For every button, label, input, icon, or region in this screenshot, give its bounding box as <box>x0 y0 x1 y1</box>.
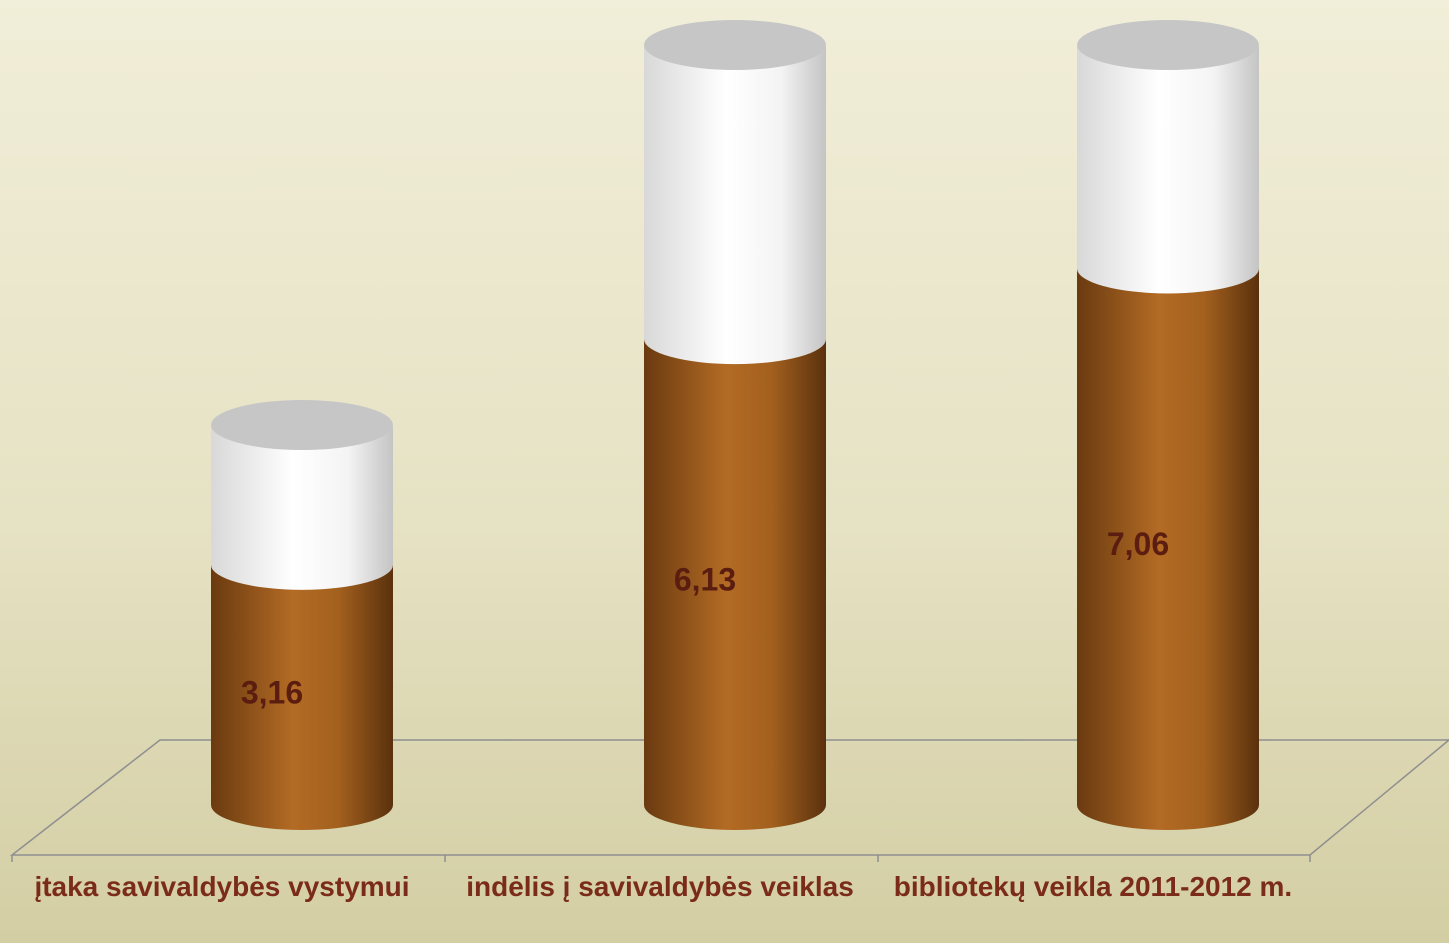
cylinder-segment <box>211 564 393 830</box>
cylinder-top <box>1077 20 1259 70</box>
cylinder-segment <box>1077 45 1259 294</box>
category-label: įtaka savivaldybės vystymui <box>34 871 410 902</box>
value-label: 7,06 <box>1107 526 1169 562</box>
category-label: indėlis į savivaldybės veiklas <box>466 871 854 902</box>
value-label: 6,13 <box>674 562 736 598</box>
cylinder-top <box>211 400 393 450</box>
cylinder-segment <box>211 425 393 590</box>
category-label: bibliotekų veikla 2011-2012 m. <box>893 871 1293 902</box>
category-ticks <box>11 855 1311 862</box>
cylinder-segment <box>644 45 826 365</box>
cylinder-top <box>644 20 826 70</box>
value-label: 3,16 <box>241 674 303 710</box>
cylinder-segment <box>644 339 826 830</box>
cylinder-segment <box>1077 268 1259 830</box>
